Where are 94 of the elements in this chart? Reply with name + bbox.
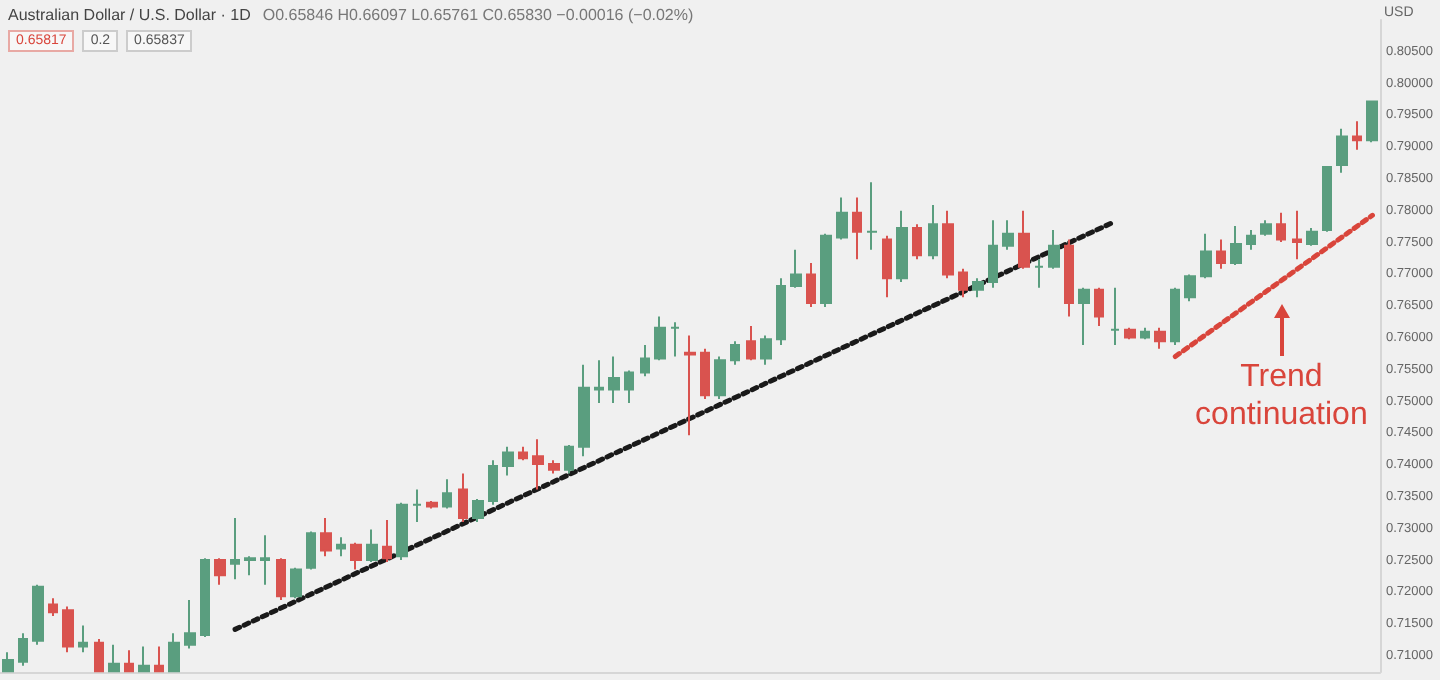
candlestick	[78, 624, 88, 654]
candlestick	[1246, 228, 1256, 251]
candlestick	[1292, 209, 1302, 261]
candlestick	[670, 321, 680, 358]
candlestick	[458, 472, 468, 523]
candlestick	[518, 445, 528, 462]
candlestick	[988, 219, 998, 289]
candlestick	[1170, 286, 1180, 347]
candlestick	[366, 528, 378, 563]
candlestick	[244, 555, 256, 577]
candlestick	[942, 209, 954, 280]
candlestick	[928, 204, 938, 261]
candlestick	[32, 583, 44, 646]
candlestick	[382, 518, 392, 563]
candlestick	[972, 277, 984, 299]
candlestick	[350, 541, 362, 571]
candlestick	[488, 459, 498, 506]
candlestick	[1064, 238, 1074, 318]
candlestick	[806, 261, 816, 308]
candlestick	[1048, 228, 1060, 270]
candlestick	[48, 597, 58, 618]
candlestick	[1322, 165, 1332, 233]
candlestick	[1216, 238, 1226, 270]
candlestick	[1336, 127, 1348, 174]
candlestick	[396, 501, 408, 562]
candlestick	[154, 645, 164, 673]
candlestick	[306, 530, 316, 571]
candlestick	[94, 637, 104, 673]
candlestick	[1306, 227, 1318, 247]
candlestick	[168, 632, 180, 673]
candlestick	[1078, 286, 1090, 347]
candlestick	[608, 355, 620, 404]
candlestick	[1366, 100, 1378, 144]
candlestick	[640, 344, 650, 378]
candlestick	[1110, 286, 1120, 347]
candlestick	[214, 557, 226, 586]
candlestick	[776, 277, 786, 347]
candlestick	[108, 643, 120, 673]
candlestick	[138, 645, 150, 673]
candlestick	[746, 324, 756, 362]
candlestick	[730, 340, 740, 366]
candlestick	[1276, 211, 1286, 243]
candlestick	[912, 223, 922, 261]
chart-subtitle: O0.65846 H0.66097 L0.65761 C0.65830 −0.00016 (−0.02%)	[262, 6, 694, 24]
candlestick	[882, 234, 892, 299]
candlestick	[1034, 258, 1044, 289]
candlestick	[594, 359, 604, 404]
candlestick	[852, 196, 862, 261]
candlestick	[958, 267, 968, 299]
candlestick	[1094, 286, 1104, 327]
candlestick	[578, 363, 590, 458]
candlestick	[336, 536, 346, 558]
candlestick	[2, 651, 14, 673]
candlestick	[62, 605, 74, 654]
candlestick	[276, 557, 286, 602]
candlestick	[700, 347, 710, 401]
candlestick	[714, 355, 726, 401]
candlestick	[1352, 120, 1362, 151]
candlestick	[1124, 326, 1136, 341]
candlestick	[684, 334, 696, 437]
candlestick	[124, 649, 134, 673]
candlestick	[412, 488, 422, 523]
candlestick	[836, 196, 848, 241]
candlestick	[790, 248, 802, 289]
candlestick	[1230, 225, 1242, 266]
candlestick	[184, 599, 196, 650]
candlestick	[1018, 209, 1030, 270]
candlestick	[820, 232, 832, 308]
candlestick	[1200, 232, 1212, 280]
candlestick	[1140, 326, 1150, 341]
candlestick	[564, 443, 574, 475]
candlestick	[472, 497, 484, 523]
candlestick	[200, 557, 210, 639]
candlestick	[18, 632, 28, 667]
candlestick	[532, 438, 544, 491]
candlestick	[320, 517, 332, 558]
candlestick	[290, 566, 302, 600]
candlestick	[1184, 273, 1196, 303]
candlestick	[654, 315, 666, 362]
candlestick	[1154, 326, 1166, 350]
candlestick	[260, 534, 270, 586]
candlestick	[230, 517, 240, 581]
candlestick	[896, 209, 908, 284]
candlestick	[442, 478, 452, 510]
candlestick	[760, 334, 772, 366]
candlestick	[502, 445, 514, 477]
candlestick	[1002, 219, 1014, 251]
candlestick	[866, 181, 878, 251]
candlestick	[426, 499, 438, 510]
candlestick	[548, 459, 560, 475]
annotation: Trend continuation	[1193, 358, 1370, 434]
candlestick	[624, 369, 634, 404]
chart-title: Australian Dollar / U.S. Dollar · 1D	[8, 6, 251, 24]
candlestick	[1260, 219, 1272, 237]
